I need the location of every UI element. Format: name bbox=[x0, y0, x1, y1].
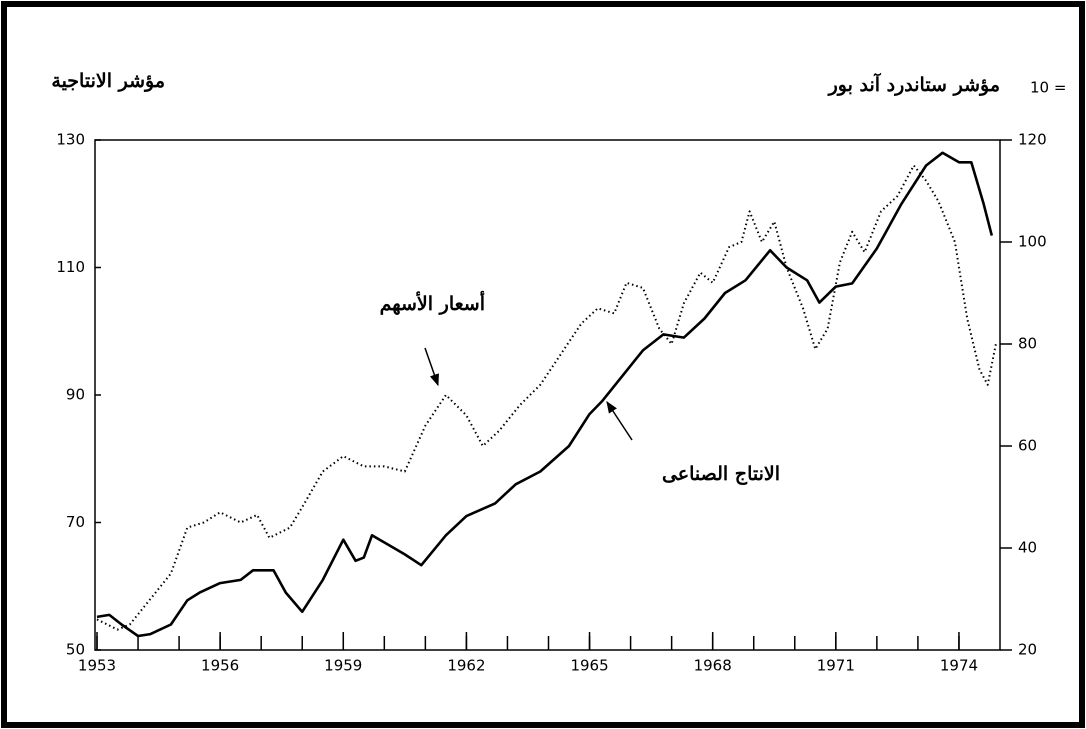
y-tick-label: 130 bbox=[56, 131, 85, 149]
y2-tick-label: 80 bbox=[1018, 335, 1037, 353]
x-tick-label: 1971 bbox=[817, 657, 855, 675]
y2-tick-label: 120 bbox=[1018, 131, 1047, 149]
series-line bbox=[96, 164, 997, 631]
series-line bbox=[96, 151, 994, 638]
y-axis-label: مؤشر الانتاجية bbox=[51, 70, 165, 92]
annotation-arrow bbox=[606, 400, 633, 441]
y2-tick-label: 20 bbox=[1018, 641, 1037, 659]
x-tick-label: 1953 bbox=[78, 657, 116, 675]
y2-tick-label: 100 bbox=[1018, 233, 1047, 251]
annotation-arrow bbox=[424, 347, 439, 387]
y-tick-label: 70 bbox=[66, 513, 85, 531]
y2-axis-label: مؤشر ستاندرد آند بور bbox=[827, 72, 1000, 96]
y-tick-label: 90 bbox=[66, 386, 85, 404]
x-tick-label: 1956 bbox=[201, 657, 239, 675]
y2-axis-base: 10 = bbox=[1030, 79, 1066, 97]
plot-frame bbox=[94, 139, 1001, 651]
y-tick-label: 110 bbox=[56, 258, 85, 276]
annotation: الانتاج الصناعى bbox=[662, 463, 780, 485]
y2-tick-label: 40 bbox=[1018, 539, 1037, 557]
y2-tick-label: 60 bbox=[1018, 437, 1037, 455]
x-tick-label: 1965 bbox=[570, 657, 608, 675]
x-tick-label: 1959 bbox=[324, 657, 362, 675]
x-tick-label: 1974 bbox=[940, 657, 978, 675]
annotation: أسعار الأسهم bbox=[380, 290, 485, 315]
x-tick-label: 1968 bbox=[694, 657, 732, 675]
y-tick-label: 50 bbox=[66, 641, 85, 659]
x-tick-label: 1962 bbox=[447, 657, 485, 675]
